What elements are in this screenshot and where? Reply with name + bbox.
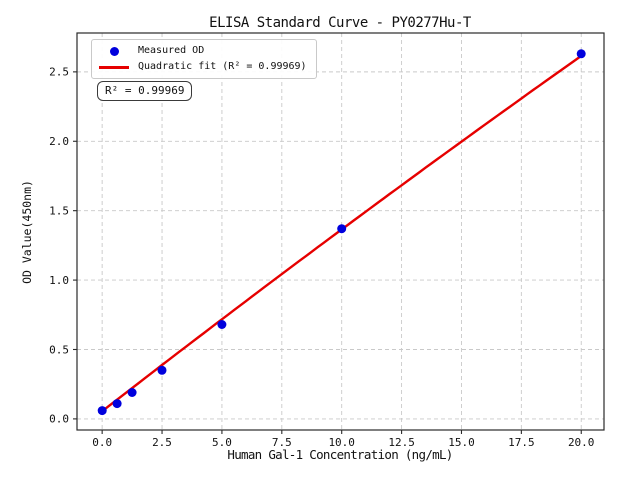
x-tick-label: 20.0 xyxy=(568,436,595,449)
x-tick-label: 0.0 xyxy=(92,436,112,449)
legend-label-fit: Quadratic fit (R² = 0.99969) xyxy=(138,61,307,72)
legend-label-measured: Measured OD xyxy=(138,45,205,56)
x-axis-label: Human Gal-1 Concentration (ng/mL) xyxy=(227,447,452,462)
data-point xyxy=(112,399,122,409)
chart-title: ELISA Standard Curve - PY0277Hu-T xyxy=(209,15,472,31)
data-point xyxy=(97,406,107,416)
x-tick-label: 10.0 xyxy=(328,436,355,449)
y-tick-label: 0.5 xyxy=(49,343,69,356)
data-point xyxy=(127,388,137,397)
x-tick-label: 17.5 xyxy=(508,436,535,449)
plot-border xyxy=(76,32,605,431)
y-axis-label: OD Value(450nm) xyxy=(20,180,34,284)
data-point xyxy=(576,49,586,59)
data-point xyxy=(217,320,227,329)
r-squared-annotation: R² = 0.99969 xyxy=(97,81,193,101)
x-tick-label: 7.5 xyxy=(272,436,292,449)
x-tick-label: 12.5 xyxy=(388,436,415,449)
legend-item-measured-od: Measured OD xyxy=(99,45,307,57)
measured-od-marker-icon xyxy=(109,46,119,56)
measured-points xyxy=(97,49,586,416)
legend-sample-measured xyxy=(99,46,129,56)
y-tick-label: 1.0 xyxy=(49,274,69,287)
tick-labels: 0.0 2.5 5.0 7.5 10.0 12.5 15.0 17.5 20.0 0.0 0.5 1.… xyxy=(49,66,594,449)
legend: Measured OD Quadratic fit (R² = 0.99969) xyxy=(91,39,317,79)
plot-area: 0.0 2.5 5.0 7.5 10.0 12.5 15.0 17.5 20.0 0.0 0.5 1.… xyxy=(49,32,605,449)
data-point xyxy=(157,365,167,375)
x-tick-label: 2.5 xyxy=(152,436,172,449)
quadratic-fit-line-icon xyxy=(99,65,129,69)
x-tick-label: 5.0 xyxy=(212,436,232,449)
y-tick-label: 1.5 xyxy=(49,205,69,218)
y-tick-label: 2.5 xyxy=(49,66,69,79)
data-point xyxy=(337,224,347,234)
y-tick-label: 0.0 xyxy=(49,413,69,426)
axis-ticks xyxy=(73,71,582,434)
x-tick-label: 15.0 xyxy=(448,436,475,449)
legend-item-quadratic-fit: Quadratic fit (R² = 0.99969) xyxy=(99,61,307,73)
y-tick-label: 2.0 xyxy=(49,135,69,148)
legend-sample-fit xyxy=(99,65,129,69)
